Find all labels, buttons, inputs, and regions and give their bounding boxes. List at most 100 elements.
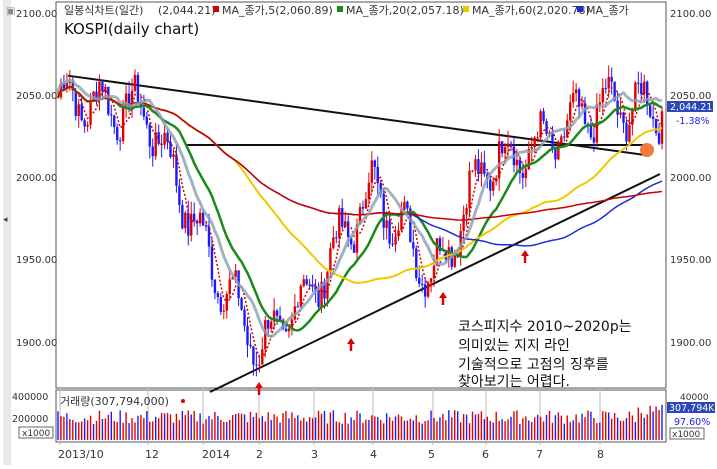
candle-body <box>175 154 178 186</box>
candle-body <box>228 279 231 294</box>
candle-body <box>190 213 193 236</box>
annotation-line-3: 기술적으로 고점의 징후를 <box>458 357 609 373</box>
candle-body <box>403 201 406 210</box>
candle-body <box>296 306 300 308</box>
moving-averages <box>56 78 663 359</box>
candle-body <box>634 82 637 111</box>
annotation-line-2: 의미있는 지지 라인 <box>458 338 570 354</box>
candle-body <box>116 127 119 141</box>
left-tick-2100: 2100.00 <box>16 9 57 20</box>
legend-label-1: MA_종가,20(2,057.18) <box>346 4 464 17</box>
candle-body <box>163 132 166 145</box>
candle-body <box>574 89 578 94</box>
annotation: 코스피지수 2010~2020p는 의미있는 지지 라인 기술적으로 고점의 징… <box>458 319 632 390</box>
candle-body <box>118 140 122 142</box>
candle-body <box>577 89 581 107</box>
volume-last: 307,794K <box>669 403 715 414</box>
candle-body <box>335 237 338 239</box>
candle-body <box>252 346 255 365</box>
candle-body <box>610 76 613 82</box>
candle-body <box>394 236 397 245</box>
candle-body <box>601 88 604 103</box>
candle-body <box>530 147 533 149</box>
candle-body <box>355 224 359 253</box>
x-label-6: 6 <box>482 448 489 461</box>
up-arrow-icon <box>439 292 447 305</box>
candle-body <box>267 320 270 329</box>
left-tick-1900: 1900.00 <box>16 338 57 349</box>
candle-body <box>435 238 439 266</box>
candle-body <box>506 143 510 148</box>
current-price-value: 2,044.21 <box>670 102 712 113</box>
candle-body <box>521 173 525 178</box>
candle-body <box>172 154 175 157</box>
candle-body <box>358 207 362 225</box>
candle-body <box>284 328 288 332</box>
candle-body <box>204 225 208 227</box>
candle-body <box>98 81 101 99</box>
candle-body <box>500 141 504 154</box>
candle-body <box>83 120 86 127</box>
candle-body <box>361 207 365 209</box>
trendline-resistance <box>67 74 646 156</box>
candle-body <box>397 230 400 237</box>
volume-unit-box <box>18 426 54 439</box>
candle-body <box>121 106 125 142</box>
legend-label-0: MA_종가,5(2,060.89) <box>222 4 333 17</box>
candle-body <box>142 107 146 117</box>
candle-body <box>151 146 154 157</box>
x-label-8: 8 <box>597 448 604 461</box>
candle-body <box>388 220 391 244</box>
candle-body <box>607 76 610 89</box>
candle-body <box>62 83 66 89</box>
right-tick-1950: 1950.00 <box>670 255 711 266</box>
candle-body <box>589 125 593 138</box>
candle-body <box>648 105 652 117</box>
candle-body <box>269 321 273 329</box>
candle-body <box>367 182 371 200</box>
candle-body <box>124 93 128 107</box>
candle-body <box>524 169 528 178</box>
candle-body <box>207 226 211 247</box>
header-box-icon[interactable]: ▣ <box>6 6 15 17</box>
candle-body <box>539 111 542 138</box>
legend-swatch-0 <box>213 6 219 12</box>
candle-body <box>264 320 267 350</box>
candle-body <box>255 364 258 366</box>
candle-body <box>637 82 640 84</box>
left-arrow-icon[interactable]: ◂ <box>3 215 8 225</box>
candle-body <box>154 132 157 157</box>
x-label-4: 4 <box>370 448 377 461</box>
candle-body <box>343 221 347 227</box>
candle-body <box>349 236 353 245</box>
candle-body <box>364 199 368 209</box>
candle-body <box>400 209 403 231</box>
candle-body <box>320 281 323 307</box>
current-marker <box>640 143 654 157</box>
volume-tick-200000: 200000 <box>12 414 48 425</box>
candle-body <box>625 122 628 142</box>
volume-tick-400000: 400000 <box>12 392 48 403</box>
candle-body <box>133 74 137 91</box>
volume-bars <box>57 404 663 440</box>
candle-body <box>518 159 522 174</box>
candle-body <box>272 310 276 322</box>
ma-5-line <box>57 84 663 359</box>
candle-body <box>503 147 507 154</box>
candle-body <box>234 270 237 278</box>
candle-body <box>438 238 442 251</box>
right-price-axis: 2100.00 2050.00 2000.00 1950.00 1900.00 <box>670 9 711 349</box>
candle-body <box>287 328 291 332</box>
candle-body <box>323 281 326 299</box>
right-tick-2100: 2100.00 <box>670 9 711 20</box>
candle-body <box>213 279 217 294</box>
candle-body <box>420 283 424 285</box>
candle-body <box>130 90 134 108</box>
candle-body <box>370 160 374 183</box>
candle-body <box>68 81 72 83</box>
candle-body <box>651 116 655 119</box>
left-scroll-strip[interactable] <box>3 0 11 465</box>
header-last: (2,044.21) <box>158 4 216 17</box>
up-arrow-icon <box>521 250 529 263</box>
